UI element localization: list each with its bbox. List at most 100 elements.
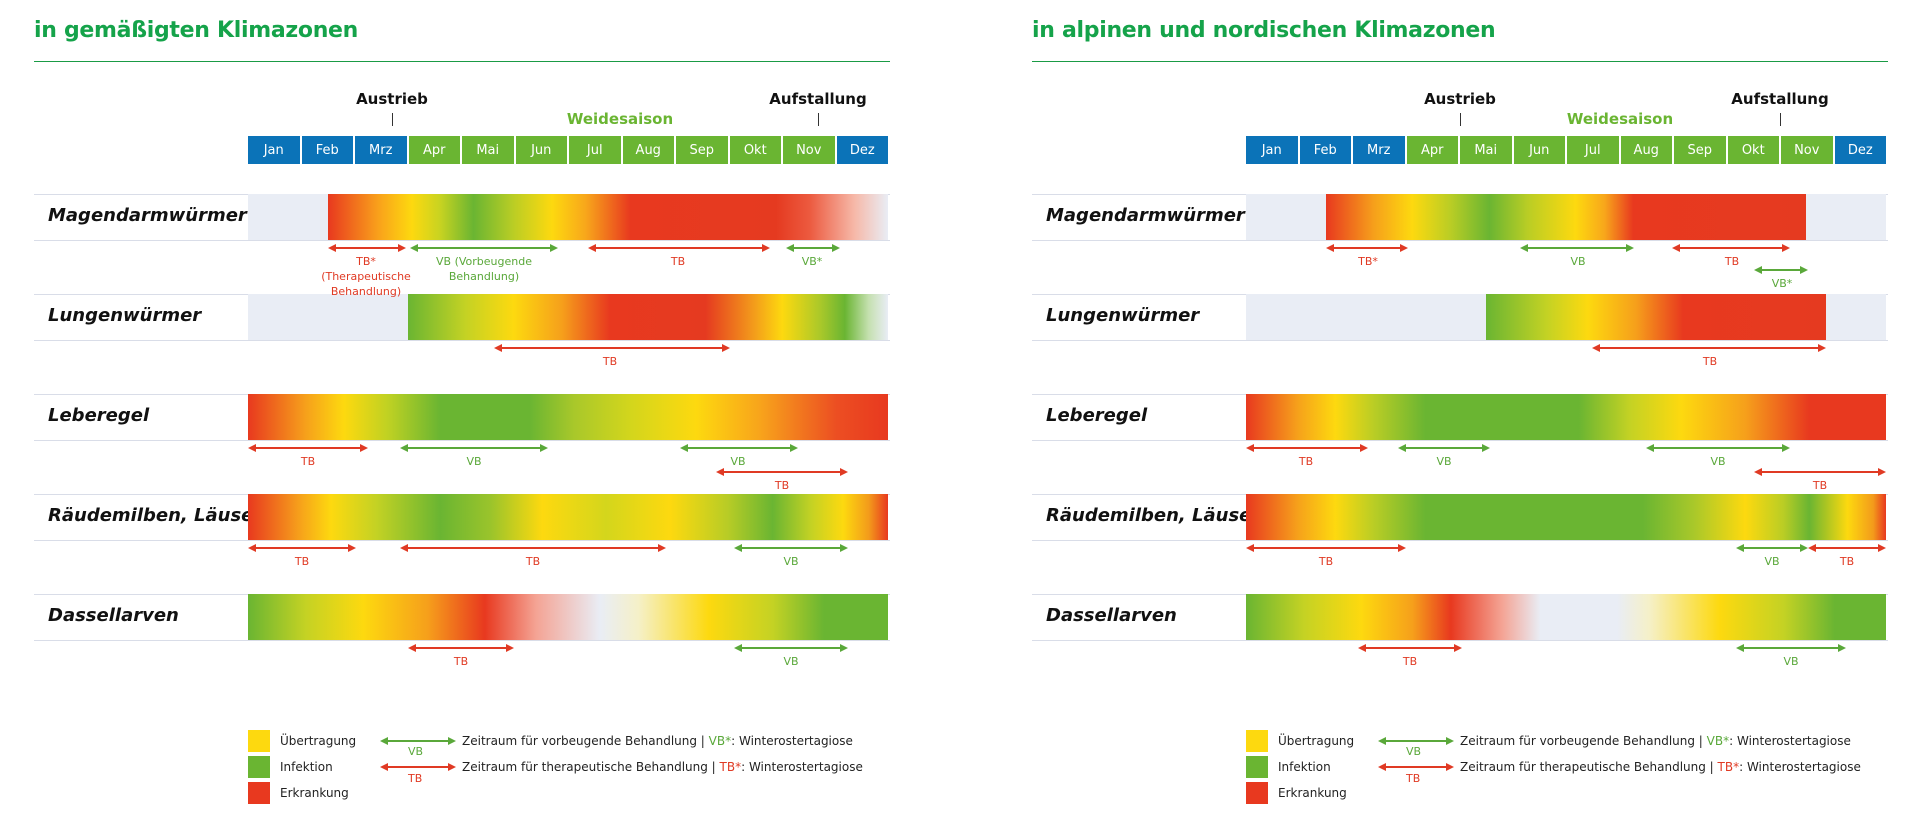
month-jun: Jun bbox=[515, 136, 569, 164]
track-leberegel bbox=[248, 394, 888, 440]
row-divider bbox=[34, 340, 890, 341]
aufstallung-tick bbox=[1780, 113, 1781, 126]
arrow-label-tb: TB* bbox=[1358, 255, 1378, 268]
arrow-label-tb: TB bbox=[1318, 555, 1334, 568]
heat-band bbox=[328, 194, 888, 240]
row-label-leberegel: Leberegel bbox=[1046, 405, 1148, 426]
arrow-label-vb: VB bbox=[1436, 455, 1452, 468]
arrow-label-tb: TB bbox=[1298, 455, 1314, 468]
title-divider bbox=[34, 61, 890, 62]
row-label-raeudemilben: Räudemilben, Läuse bbox=[1046, 505, 1252, 526]
legend: Übertragung Infektion Erkrankung VB TB Z… bbox=[248, 722, 948, 812]
legend-vb-tag: VB bbox=[1406, 745, 1422, 758]
row-label-lungenwuermer: Lungenwürmer bbox=[48, 305, 202, 326]
row-divider bbox=[1032, 640, 1888, 641]
arrow-label-tb: TB bbox=[1702, 355, 1718, 368]
arrow-label-vb: VB* bbox=[801, 255, 823, 268]
arrow-label-vb: VB bbox=[1764, 555, 1780, 568]
month-mai: Mai bbox=[1460, 136, 1514, 164]
weidesaison-label: Weidesaison bbox=[566, 110, 674, 128]
legend-tb-arrowhead bbox=[1378, 763, 1386, 771]
legend-tb-tag: TB bbox=[408, 772, 423, 785]
arrow-label-tb: TB bbox=[453, 655, 469, 668]
month-okt: Okt bbox=[1727, 136, 1781, 164]
row-label-dassellarven: Dassellarven bbox=[1046, 605, 1177, 626]
month-apr: Apr bbox=[408, 136, 462, 164]
month-jan: Jan bbox=[248, 136, 302, 164]
row-divider bbox=[34, 640, 890, 641]
legend-arrows bbox=[380, 737, 456, 771]
legend-vb-arrowhead bbox=[380, 737, 388, 745]
panel-title: in gemäßigten Klimazonen bbox=[34, 18, 359, 43]
heat-band bbox=[1486, 294, 1826, 340]
arrow-label-vb: VB bbox=[783, 555, 799, 568]
legend-swatch-yellow bbox=[1246, 730, 1268, 752]
legend-vb-text: Zeitraum für vorbeugende Behandlung | VB… bbox=[462, 734, 853, 748]
legend-tb-text: Zeitraum für therapeutische Behandlung |… bbox=[462, 760, 863, 774]
austrieb-marker: Austrieb bbox=[1424, 90, 1496, 108]
arrow-label-vb: VB bbox=[1783, 655, 1799, 668]
month-jun: Jun bbox=[1513, 136, 1567, 164]
month-feb: Feb bbox=[301, 136, 355, 164]
month-aug: Aug bbox=[622, 136, 676, 164]
track-magendarmwuermer bbox=[1246, 194, 1886, 240]
legend-disease: Erkrankung bbox=[280, 786, 349, 800]
arrow-label-tb: TB bbox=[1402, 655, 1418, 668]
track-dassellarven bbox=[1246, 594, 1886, 640]
month-mrz: Mrz bbox=[355, 136, 409, 164]
row-divider bbox=[34, 440, 890, 441]
austrieb-tick bbox=[392, 113, 393, 126]
arrow-label-vb: VB bbox=[466, 455, 482, 468]
legend-transmission: Übertragung bbox=[280, 734, 357, 748]
month-bar: Jan Feb Mrz Apr Mai Jun Jul Aug Sep Okt … bbox=[248, 136, 888, 164]
arrow-label-vb: VB* bbox=[1771, 277, 1793, 290]
legend-vb-text-a: Zeitraum für vorbeugende Behandlung | bbox=[462, 734, 709, 748]
legend-tb-text-c: : Winterostertagiose bbox=[741, 760, 863, 774]
legend-vb-text-c: : Winterostertagiose bbox=[1729, 734, 1851, 748]
month-jan: Jan bbox=[1246, 136, 1300, 164]
legend-tb-text-a: Zeitraum für therapeutische Behandlung | bbox=[1460, 760, 1718, 774]
row-label-magendarmwuermer: Magendarmwürmer bbox=[48, 205, 247, 226]
legend-vb-text-c: : Winterostertagiose bbox=[731, 734, 853, 748]
row-divider bbox=[1032, 340, 1888, 341]
row-label-leberegel: Leberegel bbox=[48, 405, 150, 426]
treatment-arrows bbox=[1246, 244, 1886, 652]
legend-tb-arrowhead bbox=[1446, 763, 1454, 771]
track-magendarmwuermer bbox=[248, 194, 888, 240]
arrow-label-vb: VB bbox=[1710, 455, 1726, 468]
month-dez: Dez bbox=[836, 136, 888, 164]
track-dassellarven bbox=[248, 594, 888, 640]
legend: Übertragung Infektion Erkrankung VB TB Z… bbox=[1246, 722, 1920, 812]
aufstallung-marker: Aufstallung bbox=[1731, 90, 1829, 108]
month-mai: Mai bbox=[462, 136, 516, 164]
month-bar: Jan Feb Mrz Apr Mai Jun Jul Aug Sep Okt … bbox=[1246, 136, 1886, 164]
arrow-label-tb: TB bbox=[1724, 255, 1740, 268]
row-divider bbox=[1032, 440, 1888, 441]
legend-vb-tag: VB bbox=[408, 745, 424, 758]
legend-vb-arrowhead bbox=[448, 737, 456, 745]
legend-tb-text-b: TB* bbox=[719, 760, 742, 774]
row-label-magendarmwuermer: Magendarmwürmer bbox=[1046, 205, 1245, 226]
title-divider bbox=[1032, 61, 1888, 62]
arrow-label-tb: TB bbox=[1839, 555, 1855, 568]
month-aug: Aug bbox=[1620, 136, 1674, 164]
track-raeudemilben bbox=[1246, 494, 1886, 540]
legend-swatch-green bbox=[1246, 756, 1268, 778]
panel-alpine: in alpinen und nordischen Klimazonen Aus… bbox=[998, 0, 1920, 814]
month-sep: Sep bbox=[676, 136, 730, 164]
month-okt: Okt bbox=[729, 136, 783, 164]
month-jul: Jul bbox=[1567, 136, 1621, 164]
row-divider bbox=[1032, 540, 1888, 541]
legend-tb-tag: TB bbox=[1406, 772, 1421, 785]
arrow-label-tb: TB bbox=[525, 555, 541, 568]
arrow-label-vb: VB bbox=[730, 455, 746, 468]
arrow-label-tb: TB bbox=[300, 455, 316, 468]
legend-tb-text-a: Zeitraum für therapeutische Behandlung | bbox=[462, 760, 720, 774]
arrow-label-vb: VB bbox=[783, 655, 799, 668]
aufstallung-tick bbox=[818, 113, 819, 126]
heat-band bbox=[1326, 194, 1806, 240]
month-nov: Nov bbox=[1781, 136, 1835, 164]
weidesaison-label: Weidesaison bbox=[1566, 110, 1674, 128]
panel-title: in alpinen und nordischen Klimazonen bbox=[1032, 18, 1496, 43]
row-label-raeudemilben: Räudemilben, Läuse bbox=[48, 505, 254, 526]
